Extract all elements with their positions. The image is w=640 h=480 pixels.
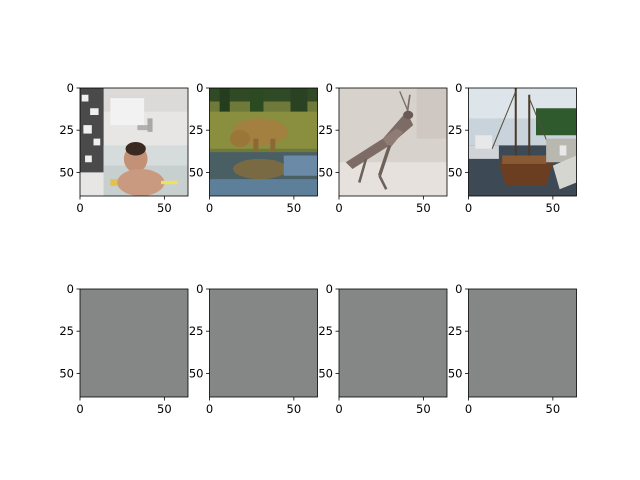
y-tick-label: 0 — [196, 282, 203, 296]
y-tick-label: 50 — [448, 366, 463, 380]
gray-image — [339, 289, 447, 397]
y-tick-label: 50 — [189, 165, 204, 179]
y-tick-label: 0 — [67, 81, 74, 95]
y-tick-label: 25 — [318, 123, 333, 137]
y-tick-label: 25 — [189, 123, 204, 137]
gray-image — [80, 289, 188, 397]
y-tick-label: 0 — [455, 81, 462, 95]
photo-image — [80, 88, 188, 196]
y-tick-label: 25 — [448, 123, 463, 137]
x-tick-label: 0 — [206, 402, 213, 416]
x-tick-label: 0 — [206, 201, 213, 215]
x-tick-label: 50 — [287, 201, 302, 215]
x-tick-label: 0 — [335, 402, 342, 416]
subplot-6: 0 25 50 0 50 — [189, 282, 318, 416]
x-tick-label: 50 — [546, 402, 561, 416]
x-tick-label: 50 — [416, 402, 431, 416]
subplot-3: 0 25 50 0 50 — [318, 81, 449, 215]
y-tick-label: 25 — [59, 123, 74, 137]
x-tick-label: 50 — [287, 402, 302, 416]
x-tick-label: 0 — [335, 201, 342, 215]
y-tick-label: 50 — [448, 165, 463, 179]
y-tick-label: 25 — [189, 324, 204, 338]
axes-frame — [338, 87, 448, 197]
y-tick-label: 0 — [455, 282, 462, 296]
x-tick-label: 50 — [546, 201, 561, 215]
y-tick-label: 50 — [59, 366, 74, 380]
axes-frame — [338, 288, 448, 398]
y-tick-label: 0 — [326, 282, 333, 296]
subplot-7: 0 25 50 0 50 — [318, 282, 448, 416]
y-tick-label: 50 — [189, 366, 204, 380]
y-tick-label: 50 — [318, 366, 333, 380]
photo-image — [337, 86, 449, 198]
y-tick-label: 25 — [59, 324, 74, 338]
x-tick-label: 0 — [465, 402, 472, 416]
y-tick-label: 25 — [318, 324, 333, 338]
x-tick-label: 0 — [465, 201, 472, 215]
y-tick-label: 25 — [448, 324, 463, 338]
subplot-4: 0 25 50 0 50 — [448, 81, 578, 215]
x-tick-label: 50 — [157, 402, 172, 416]
x-tick-label: 50 — [157, 201, 172, 215]
y-tick-label: 50 — [59, 165, 74, 179]
x-tick-label: 0 — [76, 402, 83, 416]
gray-image — [209, 289, 318, 397]
y-tick-label: 0 — [196, 81, 203, 95]
subplot-2: 0 25 50 0 50 — [189, 81, 318, 215]
axes-frame — [79, 288, 189, 398]
axes-frame — [209, 87, 318, 197]
axes-frame — [209, 288, 318, 398]
gray-image — [468, 289, 577, 397]
x-tick-label: 50 — [416, 201, 431, 215]
subplot-5: 0 25 50 0 50 — [59, 282, 189, 416]
subplot-1: 0 25 50 0 50 — [59, 81, 189, 215]
y-tick-label: 0 — [326, 81, 333, 95]
axes-frame — [468, 87, 577, 197]
subplot-8: 0 25 50 0 50 — [448, 282, 577, 416]
x-tick-label: 0 — [76, 201, 83, 215]
photo-image — [467, 86, 578, 198]
axes-frame — [468, 288, 577, 398]
axes-frame — [79, 87, 189, 197]
photo-image — [209, 88, 318, 196]
y-tick-label: 50 — [318, 165, 333, 179]
y-tick-label: 0 — [67, 282, 74, 296]
